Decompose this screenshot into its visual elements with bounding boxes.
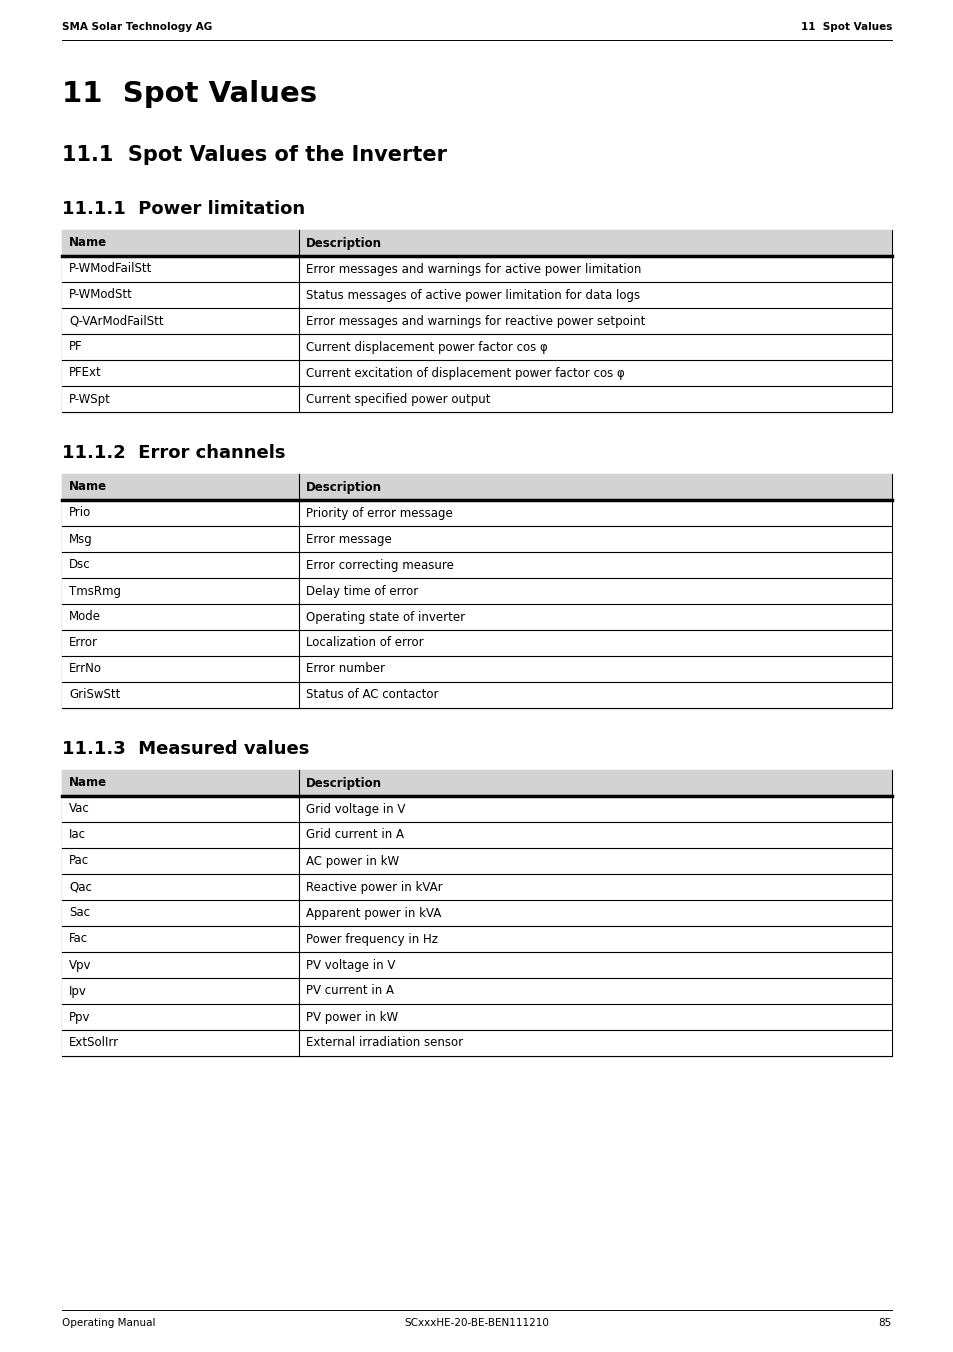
Text: Current specified power output: Current specified power output bbox=[305, 392, 490, 406]
Text: Name: Name bbox=[69, 480, 107, 493]
Bar bbox=[62, 387, 891, 412]
Bar bbox=[62, 822, 891, 848]
Text: Operating Manual: Operating Manual bbox=[62, 1318, 155, 1328]
Text: P-WModFailStt: P-WModFailStt bbox=[69, 262, 152, 276]
Text: Mode: Mode bbox=[69, 611, 101, 623]
Bar bbox=[62, 681, 891, 708]
Text: SCxxxHE-20-BE-BEN111210: SCxxxHE-20-BE-BEN111210 bbox=[404, 1318, 549, 1328]
Text: Localization of error: Localization of error bbox=[305, 637, 423, 649]
Text: Error messages and warnings for reactive power setpoint: Error messages and warnings for reactive… bbox=[305, 315, 644, 327]
Text: Error number: Error number bbox=[305, 662, 384, 676]
Bar bbox=[62, 900, 891, 926]
Text: Delay time of error: Delay time of error bbox=[305, 584, 417, 598]
Text: ExtSolIrr: ExtSolIrr bbox=[69, 1037, 119, 1049]
Bar bbox=[62, 360, 891, 387]
Text: Vac: Vac bbox=[69, 803, 90, 815]
Text: 11.1.3  Measured values: 11.1.3 Measured values bbox=[62, 740, 309, 758]
Text: 11.1.1  Power limitation: 11.1.1 Power limitation bbox=[62, 200, 305, 218]
Text: GriSwStt: GriSwStt bbox=[69, 688, 120, 702]
Bar bbox=[62, 771, 891, 796]
Text: Vpv: Vpv bbox=[69, 959, 91, 972]
Text: AC power in kW: AC power in kW bbox=[305, 854, 398, 868]
Bar bbox=[62, 475, 891, 708]
Text: Error messages and warnings for active power limitation: Error messages and warnings for active p… bbox=[305, 262, 640, 276]
Bar bbox=[62, 1030, 891, 1056]
Bar bbox=[62, 283, 891, 308]
Bar bbox=[62, 500, 891, 526]
Bar bbox=[62, 771, 891, 1056]
Text: 11  Spot Values: 11 Spot Values bbox=[800, 22, 891, 32]
Text: 11.1  Spot Values of the Inverter: 11.1 Spot Values of the Inverter bbox=[62, 145, 447, 165]
Text: Grid voltage in V: Grid voltage in V bbox=[305, 803, 404, 815]
Text: Ppv: Ppv bbox=[69, 1010, 91, 1023]
Text: Operating state of inverter: Operating state of inverter bbox=[305, 611, 464, 623]
Text: Power frequency in Hz: Power frequency in Hz bbox=[305, 933, 437, 945]
Text: Fac: Fac bbox=[69, 933, 88, 945]
Text: Status messages of active power limitation for data logs: Status messages of active power limitati… bbox=[305, 288, 639, 301]
Text: Current excitation of displacement power factor cos φ: Current excitation of displacement power… bbox=[305, 366, 623, 380]
Text: Name: Name bbox=[69, 237, 107, 250]
Bar bbox=[62, 308, 891, 334]
Text: TmsRmg: TmsRmg bbox=[69, 584, 121, 598]
Bar bbox=[62, 579, 891, 604]
Text: Current displacement power factor cos φ: Current displacement power factor cos φ bbox=[305, 341, 547, 353]
Text: Error message: Error message bbox=[305, 533, 391, 545]
Text: Status of AC contactor: Status of AC contactor bbox=[305, 688, 437, 702]
Bar bbox=[62, 256, 891, 283]
Bar bbox=[62, 848, 891, 873]
Text: Priority of error message: Priority of error message bbox=[305, 507, 452, 519]
Bar bbox=[62, 552, 891, 579]
Text: 11.1.2  Error channels: 11.1.2 Error channels bbox=[62, 443, 285, 462]
Text: 85: 85 bbox=[878, 1318, 891, 1328]
Text: PFExt: PFExt bbox=[69, 366, 102, 380]
Bar bbox=[62, 1005, 891, 1030]
Text: Dsc: Dsc bbox=[69, 558, 91, 572]
Text: Qac: Qac bbox=[69, 880, 91, 894]
Bar bbox=[62, 926, 891, 952]
Bar bbox=[62, 230, 891, 256]
Text: PV voltage in V: PV voltage in V bbox=[305, 959, 395, 972]
Bar bbox=[62, 334, 891, 360]
Bar bbox=[62, 630, 891, 656]
Text: Prio: Prio bbox=[69, 507, 91, 519]
Text: Error: Error bbox=[69, 637, 98, 649]
Text: P-WModStt: P-WModStt bbox=[69, 288, 132, 301]
Text: PV power in kW: PV power in kW bbox=[305, 1010, 397, 1023]
Bar bbox=[62, 230, 891, 412]
Bar bbox=[62, 656, 891, 681]
Text: Apparent power in kVA: Apparent power in kVA bbox=[305, 906, 440, 919]
Text: External irradiation sensor: External irradiation sensor bbox=[305, 1037, 462, 1049]
Text: Pac: Pac bbox=[69, 854, 89, 868]
Text: SMA Solar Technology AG: SMA Solar Technology AG bbox=[62, 22, 212, 32]
Text: Iac: Iac bbox=[69, 829, 86, 841]
Text: ErrNo: ErrNo bbox=[69, 662, 102, 676]
Text: PV current in A: PV current in A bbox=[305, 984, 394, 998]
Text: Msg: Msg bbox=[69, 533, 92, 545]
Bar bbox=[62, 526, 891, 552]
Text: Grid current in A: Grid current in A bbox=[305, 829, 403, 841]
Text: Description: Description bbox=[305, 237, 381, 250]
Bar bbox=[62, 952, 891, 977]
Text: P-WSpt: P-WSpt bbox=[69, 392, 111, 406]
Text: Description: Description bbox=[305, 480, 381, 493]
Bar bbox=[62, 873, 891, 900]
Text: Name: Name bbox=[69, 776, 107, 790]
Text: Description: Description bbox=[305, 776, 381, 790]
Bar bbox=[62, 604, 891, 630]
Text: Reactive power in kVAr: Reactive power in kVAr bbox=[305, 880, 441, 894]
Text: PF: PF bbox=[69, 341, 83, 353]
Text: Error correcting measure: Error correcting measure bbox=[305, 558, 453, 572]
Text: 11  Spot Values: 11 Spot Values bbox=[62, 80, 316, 108]
Text: Sac: Sac bbox=[69, 906, 90, 919]
Text: Q-VArModFailStt: Q-VArModFailStt bbox=[69, 315, 164, 327]
Bar bbox=[62, 977, 891, 1005]
Bar bbox=[62, 475, 891, 500]
Bar bbox=[62, 796, 891, 822]
Text: Ipv: Ipv bbox=[69, 984, 87, 998]
